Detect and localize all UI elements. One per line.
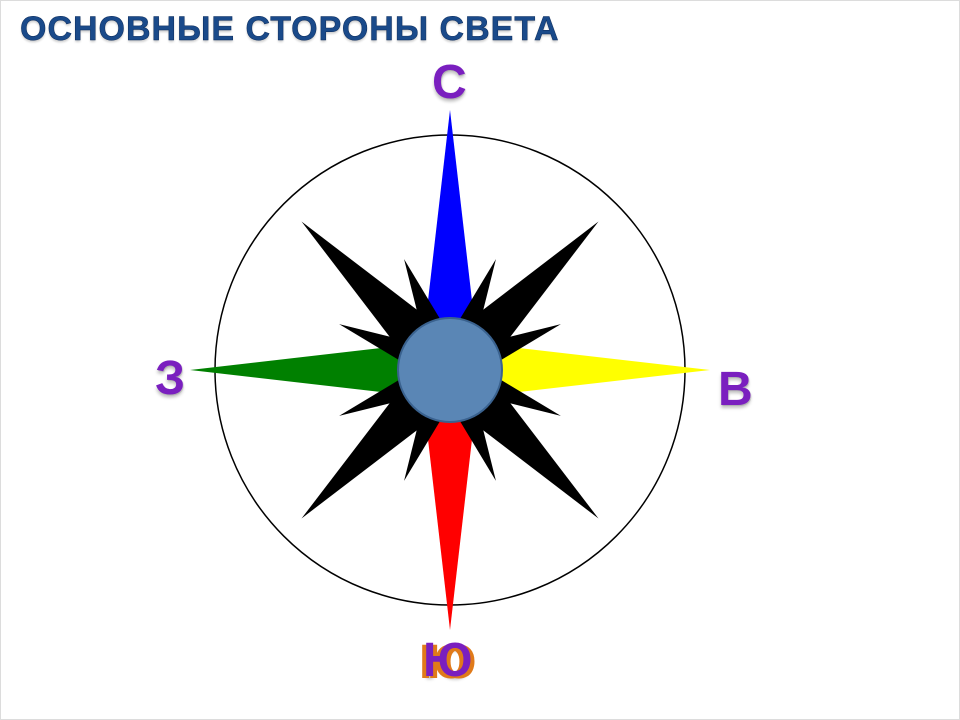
label-west-text: З [155,352,185,405]
label-north: С [432,55,467,110]
label-east: В [718,362,753,417]
label-south: Ю [423,633,473,688]
page-title: ОСНОВНЫЕ СТОРОНЫ СВЕТА [20,10,560,49]
label-east-text: В [718,363,753,416]
compass-svg [140,60,760,680]
label-south-text: Ю [423,634,473,687]
compass-diagram [140,60,760,680]
label-north-text: С [432,56,467,109]
label-west: З [155,351,185,406]
